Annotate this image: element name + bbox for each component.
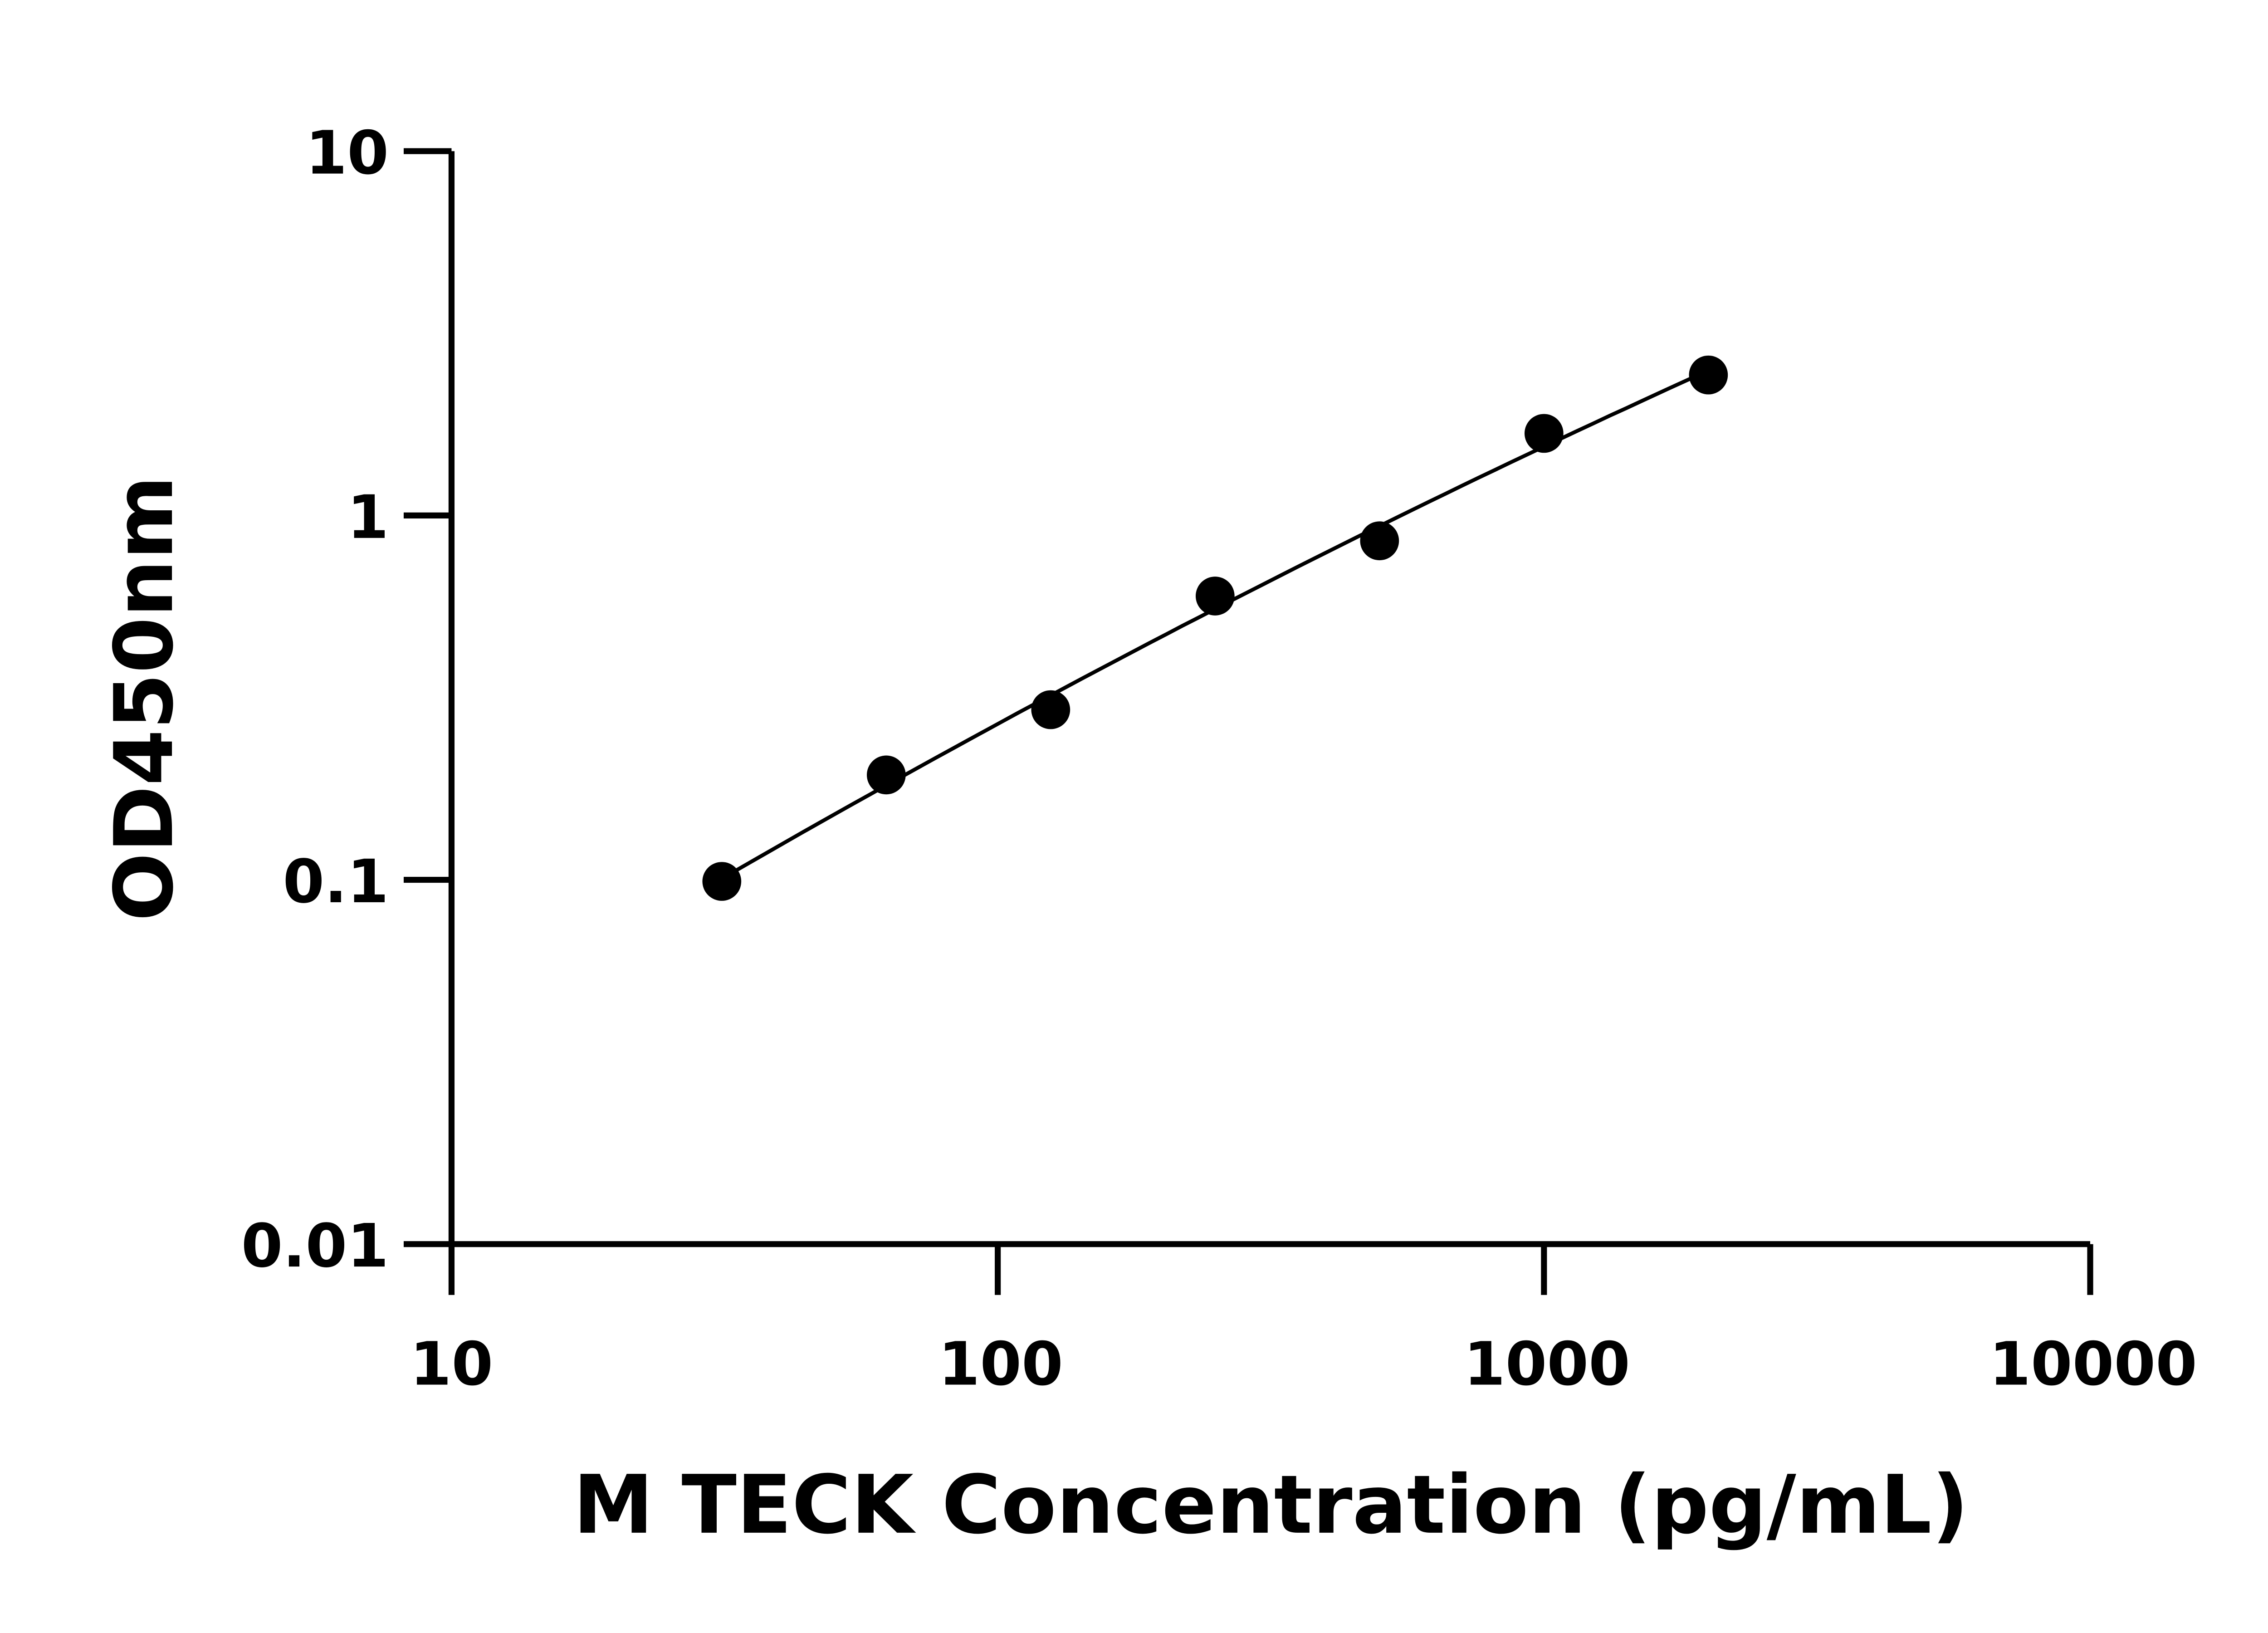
x-axis-title: M TECK Concentration (pg/mL) [573,1458,1969,1552]
data-point [1689,355,1728,395]
data-point [1524,414,1564,453]
x-tick-label: 1000 [1464,1330,1630,1399]
tick-labels: 10 100 1000 10000 0.01 0.1 1 10 [241,119,2197,1399]
data-point [1360,521,1399,561]
data-point [1031,690,1070,729]
axes [403,148,2093,1295]
data-point [866,755,906,795]
data-point [702,862,742,901]
x-tick-label: 10 [410,1330,493,1399]
y-axis-title: OD450nm [97,475,191,921]
data-points [702,355,1728,901]
data-point [1195,577,1235,616]
x-tick-label: 100 [938,1330,1063,1399]
x-tick-label: 10000 [1989,1330,2197,1399]
fit-curve [721,369,1709,880]
y-tick-label: 10 [306,119,389,188]
y-tick-label: 0.01 [241,1212,389,1281]
y-tick-label: 1 [347,483,389,552]
y-tick-label: 0.1 [283,847,389,917]
